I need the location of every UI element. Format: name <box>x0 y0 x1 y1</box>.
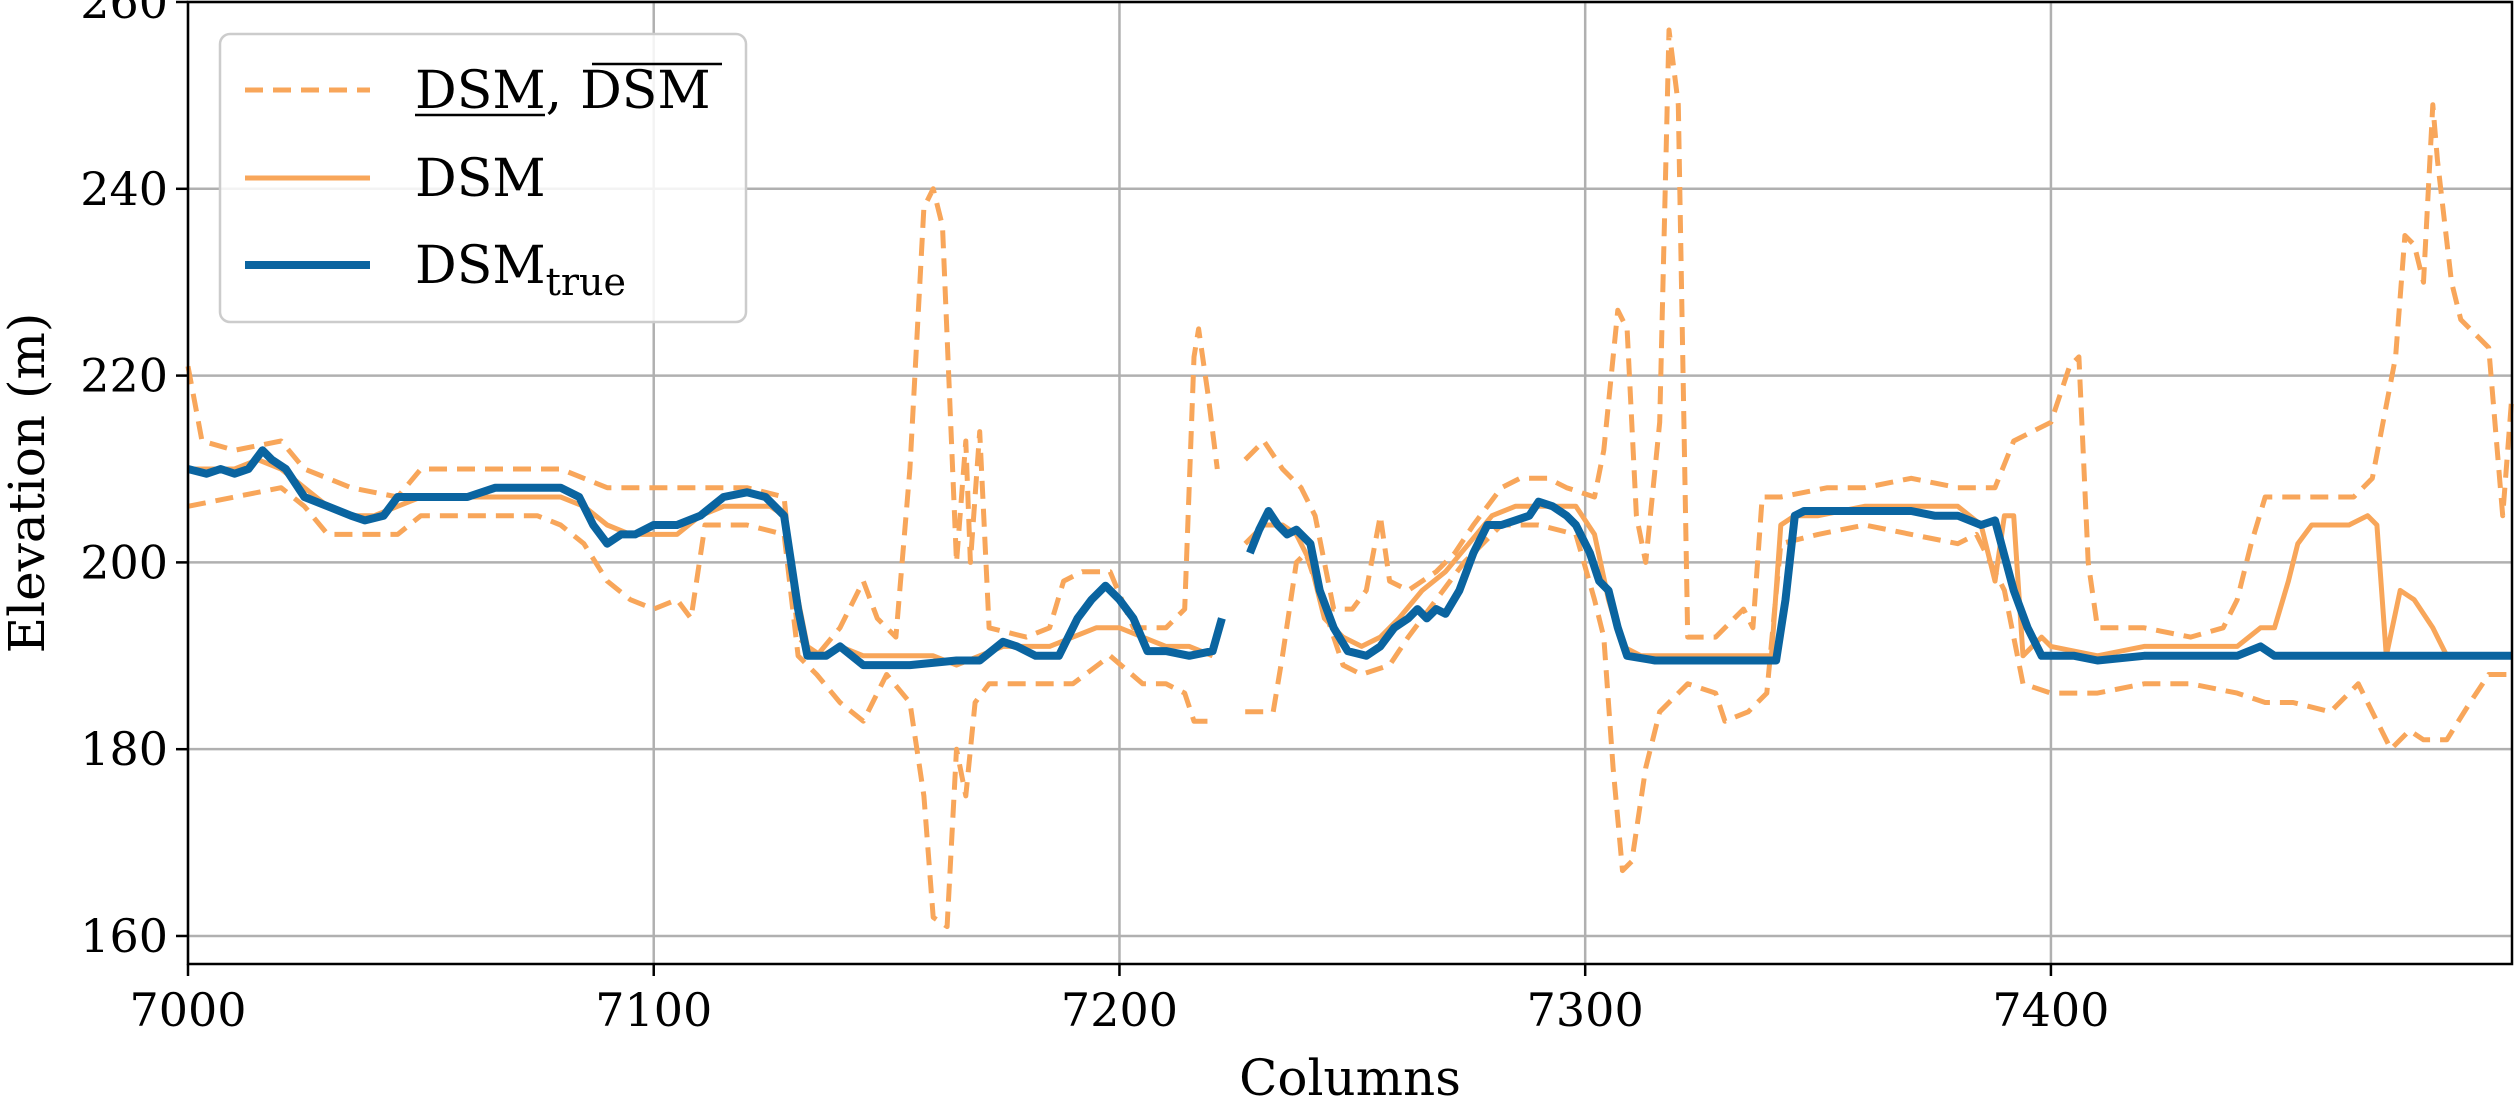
y-tick-label: 200 <box>80 535 168 589</box>
x-tick-label: 7200 <box>1061 983 1178 1037</box>
legend-label-dsm: DSM <box>415 149 546 209</box>
y-axis-label: Elevation (m) <box>0 313 56 654</box>
x-tick-label: 7100 <box>595 983 712 1037</box>
legend: DSM, DSM DSM DSMtrue <box>218 32 748 324</box>
series-line-dsm-upper <box>185 186 1220 659</box>
series-line-dsm-upper <box>1243 27 2514 640</box>
y-tick-label: 220 <box>80 349 168 403</box>
x-tick-label: 7400 <box>1992 983 2109 1037</box>
legend-label-separator: , <box>546 61 563 121</box>
legend-label-dsm-true-base: DSM <box>415 236 546 296</box>
series-line-dsm-lower <box>1245 522 2512 874</box>
x-tick-label: 7000 <box>129 983 246 1037</box>
x-tick-label: 7300 <box>1527 983 1644 1037</box>
axis-ticks: 7000 7100 7200 7300 7400 160 180 200 220 240 260 <box>80 0 2109 1037</box>
plot-series <box>185 27 2514 930</box>
y-tick-label: 260 <box>80 0 168 29</box>
series-line-dsm-true <box>187 446 1226 670</box>
legend-label-dsm-true-subscript: true <box>546 260 626 304</box>
legend-label-dsm-lower: DSM <box>415 61 546 121</box>
legend-box <box>218 32 748 324</box>
y-tick-label: 160 <box>80 909 168 963</box>
series-line-dsm-lower <box>187 485 1218 930</box>
series-line-dsm <box>188 457 1214 668</box>
x-axis-label: Columns <box>1239 1049 1461 1101</box>
y-tick-label: 180 <box>80 722 168 776</box>
legend-label-dsm-true: DSMtrue <box>415 236 626 304</box>
legend-label-dsm-upper: DSM <box>580 61 711 121</box>
legend-label-dsm-bounds: DSM, DSM <box>415 61 711 121</box>
y-tick-label: 240 <box>80 162 168 216</box>
series-line-dsm-true <box>1246 497 2512 665</box>
plot-frame <box>186 0 2514 966</box>
